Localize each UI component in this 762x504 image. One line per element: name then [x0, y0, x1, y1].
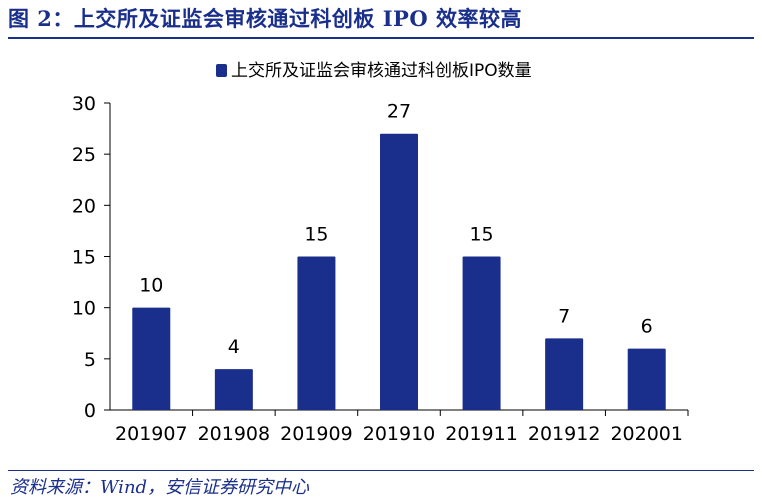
- y-tick-label: 20: [72, 195, 96, 217]
- figure-title: 图 2：上交所及证监会审核通过科创板 IPO 效率较高: [8, 6, 522, 31]
- x-tick-label: 201912: [528, 423, 601, 445]
- bar-201907: [132, 307, 171, 410]
- data-label: 7: [558, 305, 570, 327]
- x-tick-label: 201909: [280, 423, 353, 445]
- data-label: 27: [387, 101, 411, 123]
- data-label: 6: [641, 316, 653, 338]
- data-label: 4: [228, 336, 240, 358]
- data-label: 15: [469, 224, 493, 246]
- bar-201911: [462, 256, 501, 410]
- source-note: 资料来源：Wind，安信证券研究中心: [10, 477, 310, 498]
- bar-201908: [214, 369, 253, 410]
- x-tick-label: 201908: [198, 423, 271, 445]
- x-tick-label: 202001: [610, 423, 683, 445]
- bar-201909: [297, 256, 336, 410]
- x-tick-label: 201907: [115, 423, 188, 445]
- source-divider: [8, 470, 754, 471]
- y-tick-label: 15: [72, 247, 96, 269]
- bar-201912: [545, 338, 584, 410]
- data-label: 15: [304, 224, 328, 246]
- y-tick-label: 0: [84, 400, 96, 422]
- y-tick-label: 30: [72, 93, 96, 115]
- data-label: 10: [139, 275, 163, 297]
- y-tick-label: 10: [72, 298, 96, 320]
- x-tick-label: 201911: [445, 423, 518, 445]
- chart-data-labels: 10 4 15 27 15 7 6: [139, 101, 653, 358]
- bar-202001: [627, 348, 666, 410]
- chart-legend: 上交所及证监会审核通过科创板IPO数量: [216, 61, 532, 81]
- legend-label: 上交所及证监会审核通过科创板IPO数量: [231, 61, 532, 81]
- x-tick-label: 201910: [363, 423, 436, 445]
- title-divider: [8, 37, 754, 39]
- bar-201910: [380, 133, 418, 410]
- y-tick-label: 25: [72, 144, 96, 166]
- bar-chart: 上交所及证监会审核通过科创板IPO数量 0 5 10 15 20 25 30 201907 20…: [72, 61, 689, 445]
- y-tick-label: 5: [84, 349, 96, 371]
- chart-bars: [132, 133, 666, 410]
- legend-swatch: [216, 64, 227, 77]
- chart-axes: 0 5 10 15 20 25 30 201907 201908 201909 201910 2019…: [72, 93, 689, 445]
